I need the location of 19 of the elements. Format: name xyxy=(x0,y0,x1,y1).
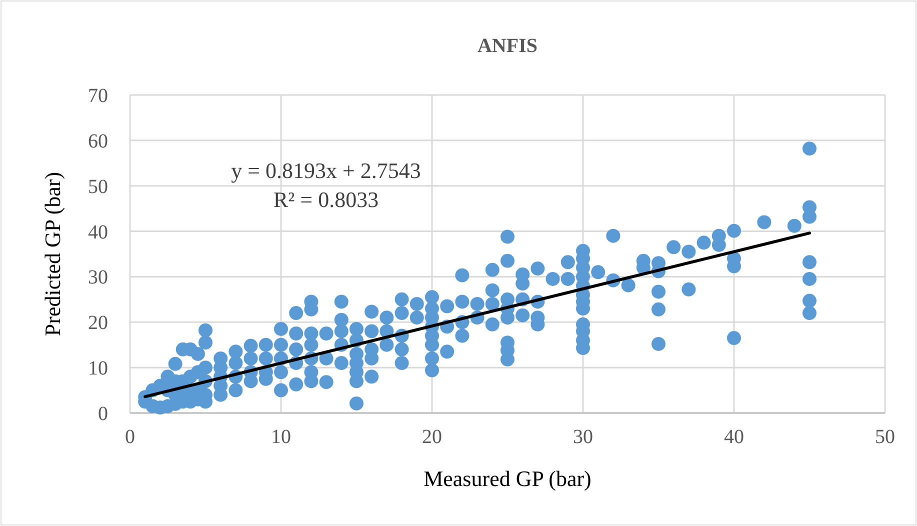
chart-title: ANFIS xyxy=(477,35,538,57)
annotation: y = 0.8193x + 2.7543 xyxy=(231,158,421,183)
y-tick-label: 40 xyxy=(88,221,108,244)
x-tick-label: 20 xyxy=(422,426,442,448)
y-tick-label: 30 xyxy=(88,266,108,289)
annotation: R² = 0.8033 xyxy=(273,187,379,212)
x-tick-label: 10 xyxy=(271,426,291,448)
y-tick-label: 50 xyxy=(88,176,108,198)
x-axis-title: Measured GP (bar) xyxy=(424,466,592,491)
y-axis-title: Predicted GP (bar) xyxy=(40,172,65,336)
y-tick-label: 70 xyxy=(88,85,108,107)
y-tick-label: 0 xyxy=(98,403,108,425)
y-tick-label: 20 xyxy=(88,312,108,334)
x-tick-label: 40 xyxy=(724,426,744,448)
y-tick-label: 10 xyxy=(88,358,108,380)
x-tick-label: 50 xyxy=(875,426,895,448)
x-tick-label: 0 xyxy=(125,426,135,448)
y-tick-label: 60 xyxy=(88,130,108,152)
x-tick-label: 30 xyxy=(573,426,593,448)
